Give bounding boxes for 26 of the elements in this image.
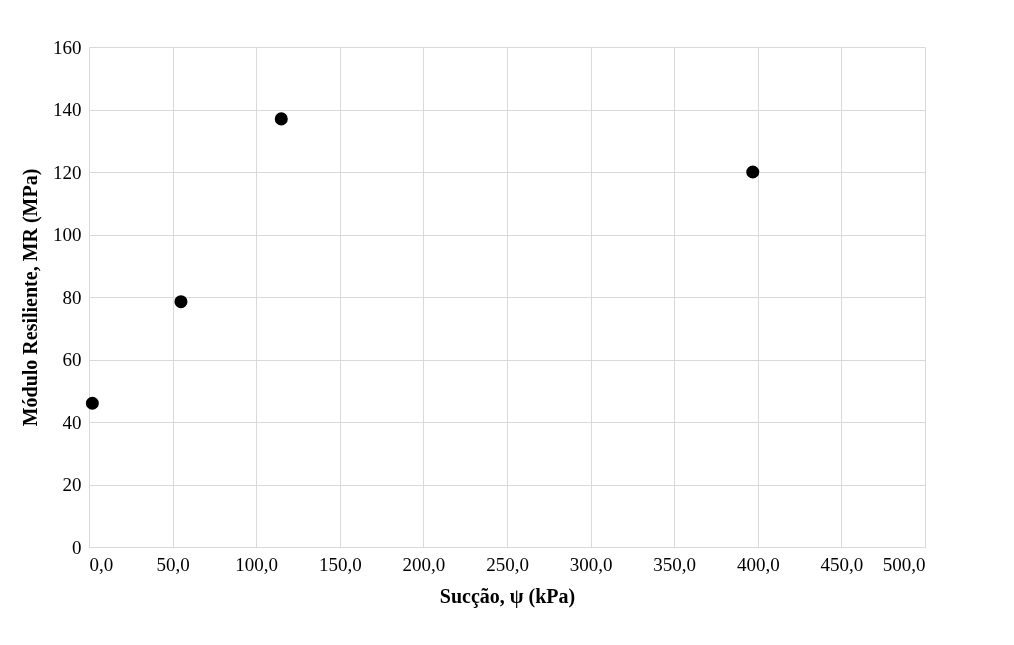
y-tick-label: 20 xyxy=(62,474,82,495)
y-tick-label: 40 xyxy=(62,411,82,433)
x-tick-label: 200,0 xyxy=(402,553,446,575)
y-tick-label: 60 xyxy=(62,349,82,370)
x-axis-title: Sucção, ψ (kPa) xyxy=(439,584,576,608)
x-tick-label: 500,0 xyxy=(882,553,926,575)
x-tick-label: 400,0 xyxy=(736,553,780,575)
x-tick-label: 50,0 xyxy=(156,553,190,575)
x-tick-label: 150,0 xyxy=(318,553,362,575)
y-tick-label: 100 xyxy=(53,224,82,245)
x-tick-label: 250,0 xyxy=(486,553,529,575)
y-tick-label: 80 xyxy=(62,286,82,308)
x-tick-label: 350,0 xyxy=(653,553,697,575)
x-tick-label: 450,0 xyxy=(820,553,864,575)
x-tick-label: 0,0 xyxy=(89,553,114,575)
y-axis-title: Módulo Resiliente, MR (MPa) xyxy=(19,168,42,427)
point xyxy=(746,165,760,179)
y-tick-label: 140 xyxy=(53,99,82,120)
x-tick-label: 300,0 xyxy=(569,553,613,575)
point xyxy=(274,112,288,126)
x-tick-label: 100,0 xyxy=(235,553,279,575)
point xyxy=(174,295,188,309)
point xyxy=(85,396,99,410)
y-tick-label: 160 xyxy=(53,36,82,58)
y-tick-label: 120 xyxy=(53,161,82,183)
y-tick-label: 0 xyxy=(72,536,82,558)
